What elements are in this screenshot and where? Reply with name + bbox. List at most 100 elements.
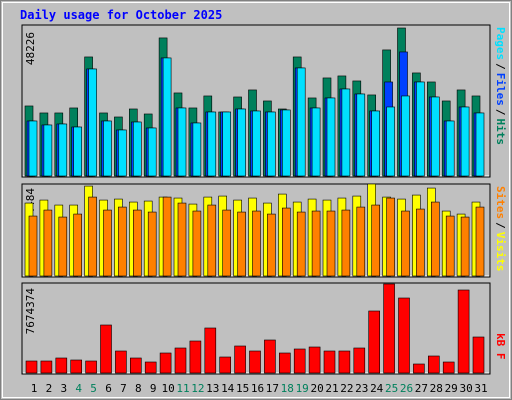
bar bbox=[252, 210, 261, 277]
x-tick-label: 29 bbox=[445, 382, 458, 395]
bar bbox=[133, 121, 142, 177]
bar bbox=[326, 97, 336, 177]
bar bbox=[174, 347, 187, 374]
x-tick-label: 7 bbox=[120, 382, 127, 395]
x-tick-label: 6 bbox=[105, 382, 112, 395]
bar bbox=[442, 361, 455, 374]
bar bbox=[147, 127, 157, 177]
bar bbox=[25, 360, 38, 374]
bar bbox=[281, 109, 291, 177]
bar bbox=[73, 213, 82, 277]
bar bbox=[475, 112, 485, 177]
bar bbox=[457, 289, 470, 374]
bar bbox=[118, 129, 127, 177]
bar bbox=[401, 210, 410, 277]
x-tick-label: 19 bbox=[296, 382, 309, 395]
x-tick-label: 23 bbox=[355, 382, 368, 395]
bar bbox=[70, 359, 82, 374]
y-tick-label: 48226 bbox=[24, 32, 37, 65]
bar bbox=[144, 361, 157, 374]
bar bbox=[219, 356, 231, 374]
x-tick-label: 21 bbox=[325, 382, 338, 395]
bar bbox=[237, 108, 246, 177]
bar bbox=[103, 209, 112, 277]
x-tick-label: 22 bbox=[340, 382, 353, 395]
bar bbox=[356, 93, 366, 177]
x-tick-label: 9 bbox=[150, 382, 157, 395]
x-tick-label: 24 bbox=[370, 382, 384, 395]
x-tick-label: 18 bbox=[281, 382, 294, 395]
x-tick-label: 28 bbox=[430, 382, 443, 395]
bar bbox=[341, 209, 351, 277]
x-tick-label: 17 bbox=[266, 382, 279, 395]
bar bbox=[472, 336, 485, 374]
x-tick-label: 25 bbox=[385, 382, 398, 395]
bar bbox=[55, 357, 68, 374]
bar bbox=[222, 111, 231, 177]
bar bbox=[115, 350, 127, 374]
bar bbox=[103, 120, 112, 177]
bar bbox=[234, 345, 246, 374]
bar bbox=[222, 209, 231, 277]
bar bbox=[281, 207, 291, 277]
bar bbox=[100, 324, 112, 374]
bar bbox=[278, 352, 291, 374]
x-tick-label: 26 bbox=[400, 382, 413, 395]
x-tick-label: 31 bbox=[474, 382, 487, 395]
legend: Sites / Visits bbox=[494, 186, 507, 272]
bar bbox=[252, 110, 261, 177]
bar bbox=[189, 340, 202, 374]
x-tick-label: 3 bbox=[60, 382, 67, 395]
bar bbox=[356, 206, 366, 277]
bar bbox=[133, 209, 142, 277]
x-tick-label: 12 bbox=[191, 382, 204, 395]
chart-title: Daily usage for October 2025 bbox=[20, 8, 222, 22]
bar bbox=[323, 350, 336, 374]
bar bbox=[162, 196, 172, 277]
bar bbox=[460, 216, 470, 277]
x-tick-label: 30 bbox=[459, 382, 472, 395]
bar bbox=[58, 123, 68, 177]
bar bbox=[371, 110, 381, 177]
bar bbox=[88, 196, 97, 277]
x-tick-label: 5 bbox=[90, 382, 97, 395]
bar bbox=[159, 352, 172, 374]
bar bbox=[267, 213, 276, 277]
legend-entry: kB F bbox=[494, 333, 507, 360]
bar bbox=[401, 95, 410, 177]
bar bbox=[192, 122, 202, 177]
bar bbox=[237, 211, 246, 277]
bar bbox=[118, 206, 127, 277]
bar bbox=[445, 215, 455, 277]
x-tick-label: 15 bbox=[236, 382, 249, 395]
x-tick-label: 4 bbox=[75, 382, 82, 395]
bar bbox=[430, 201, 440, 277]
x-tick-label: 2 bbox=[46, 382, 53, 395]
legend: kB F bbox=[494, 333, 507, 360]
bar bbox=[413, 363, 425, 374]
bar bbox=[28, 215, 38, 277]
x-tick-label: 16 bbox=[251, 382, 264, 395]
bar bbox=[58, 216, 68, 277]
x-tick-label: 13 bbox=[206, 382, 219, 395]
legend-entry: Hits bbox=[494, 119, 507, 146]
bar bbox=[177, 202, 187, 277]
bar bbox=[416, 208, 425, 277]
bar bbox=[341, 88, 351, 177]
bar bbox=[353, 347, 366, 374]
bar bbox=[368, 310, 381, 374]
bar bbox=[338, 350, 351, 374]
bar bbox=[398, 297, 410, 374]
bar bbox=[311, 210, 321, 277]
x-tick-label: 8 bbox=[135, 382, 142, 395]
legend-entry: Sites bbox=[494, 186, 507, 219]
x-tick-label: 1 bbox=[31, 382, 38, 395]
x-tick-label: 14 bbox=[221, 382, 235, 395]
bar bbox=[460, 106, 470, 177]
bar bbox=[73, 126, 82, 177]
bar bbox=[386, 197, 395, 277]
bar bbox=[296, 67, 306, 177]
bar bbox=[267, 111, 276, 177]
